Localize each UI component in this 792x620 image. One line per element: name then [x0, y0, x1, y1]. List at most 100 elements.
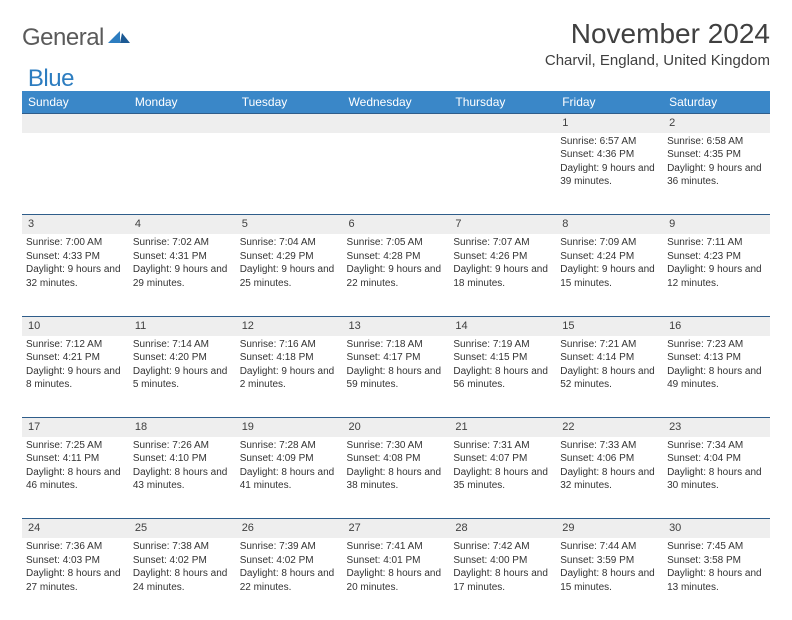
day-number: 2: [663, 114, 770, 133]
sunrise-text: Sunrise: 7:19 AM: [453, 338, 552, 352]
daylight-text: Daylight: 8 hours and 35 minutes.: [453, 466, 552, 493]
day-number: [449, 114, 556, 133]
sunrise-text: Sunrise: 7:34 AM: [667, 439, 766, 453]
day-cell: [236, 133, 343, 215]
day-cell: Sunrise: 7:25 AMSunset: 4:11 PMDaylight:…: [22, 437, 129, 519]
sunrise-text: Sunrise: 7:30 AM: [347, 439, 446, 453]
sunset-text: Sunset: 4:14 PM: [560, 351, 659, 365]
day-number: 10: [22, 316, 129, 335]
daylight-text: Daylight: 8 hours and 32 minutes.: [560, 466, 659, 493]
daylight-text: Daylight: 9 hours and 18 minutes.: [453, 263, 552, 290]
daylight-text: Daylight: 8 hours and 52 minutes.: [560, 365, 659, 392]
day-cell: Sunrise: 7:02 AMSunset: 4:31 PMDaylight:…: [129, 234, 236, 316]
daynum-row: 24252627282930: [22, 519, 770, 538]
day-cell: Sunrise: 7:09 AMSunset: 4:24 PMDaylight:…: [556, 234, 663, 316]
day-number: 15: [556, 316, 663, 335]
day-number: 8: [556, 215, 663, 234]
sunset-text: Sunset: 4:11 PM: [26, 452, 125, 466]
day-cell: Sunrise: 7:45 AMSunset: 3:58 PMDaylight:…: [663, 538, 770, 620]
daylight-text: Daylight: 8 hours and 38 minutes.: [347, 466, 446, 493]
sunset-text: Sunset: 4:00 PM: [453, 554, 552, 568]
sunset-text: Sunset: 4:20 PM: [133, 351, 232, 365]
sunset-text: Sunset: 4:28 PM: [347, 250, 446, 264]
daylight-text: Daylight: 9 hours and 2 minutes.: [240, 365, 339, 392]
day-cell: Sunrise: 7:19 AMSunset: 4:15 PMDaylight:…: [449, 336, 556, 418]
day-cell: Sunrise: 7:07 AMSunset: 4:26 PMDaylight:…: [449, 234, 556, 316]
daylight-text: Daylight: 9 hours and 22 minutes.: [347, 263, 446, 290]
daylight-text: Daylight: 8 hours and 15 minutes.: [560, 567, 659, 594]
sunrise-text: Sunrise: 7:23 AM: [667, 338, 766, 352]
day-number: [343, 114, 450, 133]
day-content-row: Sunrise: 6:57 AMSunset: 4:36 PMDaylight:…: [22, 133, 770, 215]
daylight-text: Daylight: 9 hours and 15 minutes.: [560, 263, 659, 290]
day-number: 9: [663, 215, 770, 234]
daylight-text: Daylight: 8 hours and 46 minutes.: [26, 466, 125, 493]
day-number: 18: [129, 418, 236, 437]
day-number: 19: [236, 418, 343, 437]
sunset-text: Sunset: 4:23 PM: [667, 250, 766, 264]
day-number: 3: [22, 215, 129, 234]
day-number: 5: [236, 215, 343, 234]
day-number: 30: [663, 519, 770, 538]
daylight-text: Daylight: 9 hours and 5 minutes.: [133, 365, 232, 392]
day-number: 16: [663, 316, 770, 335]
day-number: 17: [22, 418, 129, 437]
daylight-text: Daylight: 9 hours and 39 minutes.: [560, 162, 659, 189]
sunrise-text: Sunrise: 7:05 AM: [347, 236, 446, 250]
day-cell: Sunrise: 7:14 AMSunset: 4:20 PMDaylight:…: [129, 336, 236, 418]
sunrise-text: Sunrise: 7:33 AM: [560, 439, 659, 453]
day-number: 4: [129, 215, 236, 234]
weekday-header: Sunday: [22, 91, 129, 114]
day-cell: Sunrise: 7:18 AMSunset: 4:17 PMDaylight:…: [343, 336, 450, 418]
sunset-text: Sunset: 4:29 PM: [240, 250, 339, 264]
sunrise-text: Sunrise: 7:28 AM: [240, 439, 339, 453]
day-content-row: Sunrise: 7:12 AMSunset: 4:21 PMDaylight:…: [22, 336, 770, 418]
title-block: November 2024 Charvil, England, United K…: [545, 18, 770, 69]
sunrise-text: Sunrise: 7:16 AM: [240, 338, 339, 352]
day-number: 22: [556, 418, 663, 437]
logo-text-2: Blue: [28, 65, 74, 93]
daylight-text: Daylight: 8 hours and 20 minutes.: [347, 567, 446, 594]
day-cell: Sunrise: 6:57 AMSunset: 4:36 PMDaylight:…: [556, 133, 663, 215]
daylight-text: Daylight: 8 hours and 30 minutes.: [667, 466, 766, 493]
day-number: 27: [343, 519, 450, 538]
sunrise-text: Sunrise: 6:57 AM: [560, 135, 659, 149]
sunset-text: Sunset: 4:26 PM: [453, 250, 552, 264]
daylight-text: Daylight: 9 hours and 25 minutes.: [240, 263, 339, 290]
daylight-text: Daylight: 8 hours and 13 minutes.: [667, 567, 766, 594]
day-cell: [129, 133, 236, 215]
sunset-text: Sunset: 4:13 PM: [667, 351, 766, 365]
day-number: 26: [236, 519, 343, 538]
day-cell: Sunrise: 7:16 AMSunset: 4:18 PMDaylight:…: [236, 336, 343, 418]
sunset-text: Sunset: 4:21 PM: [26, 351, 125, 365]
weekday-header: Wednesday: [343, 91, 450, 114]
sunset-text: Sunset: 4:24 PM: [560, 250, 659, 264]
day-cell: Sunrise: 7:23 AMSunset: 4:13 PMDaylight:…: [663, 336, 770, 418]
day-number: 14: [449, 316, 556, 335]
day-number: 7: [449, 215, 556, 234]
day-cell: [343, 133, 450, 215]
daylight-text: Daylight: 8 hours and 49 minutes.: [667, 365, 766, 392]
daylight-text: Daylight: 8 hours and 22 minutes.: [240, 567, 339, 594]
day-cell: Sunrise: 7:28 AMSunset: 4:09 PMDaylight:…: [236, 437, 343, 519]
daylight-text: Daylight: 9 hours and 12 minutes.: [667, 263, 766, 290]
weekday-header: Thursday: [449, 91, 556, 114]
sunset-text: Sunset: 4:10 PM: [133, 452, 232, 466]
logo-mark-icon: [108, 24, 130, 52]
sunset-text: Sunset: 4:08 PM: [347, 452, 446, 466]
daylight-text: Daylight: 8 hours and 17 minutes.: [453, 567, 552, 594]
sunset-text: Sunset: 4:07 PM: [453, 452, 552, 466]
sunrise-text: Sunrise: 7:36 AM: [26, 540, 125, 554]
daynum-row: 17181920212223: [22, 418, 770, 437]
sunset-text: Sunset: 4:01 PM: [347, 554, 446, 568]
sunrise-text: Sunrise: 7:25 AM: [26, 439, 125, 453]
sunset-text: Sunset: 4:35 PM: [667, 148, 766, 162]
day-number: 25: [129, 519, 236, 538]
sunset-text: Sunset: 4:36 PM: [560, 148, 659, 162]
day-content-row: Sunrise: 7:36 AMSunset: 4:03 PMDaylight:…: [22, 538, 770, 620]
day-number: 29: [556, 519, 663, 538]
sunset-text: Sunset: 4:04 PM: [667, 452, 766, 466]
day-number: 20: [343, 418, 450, 437]
day-cell: Sunrise: 7:26 AMSunset: 4:10 PMDaylight:…: [129, 437, 236, 519]
sunset-text: Sunset: 4:09 PM: [240, 452, 339, 466]
